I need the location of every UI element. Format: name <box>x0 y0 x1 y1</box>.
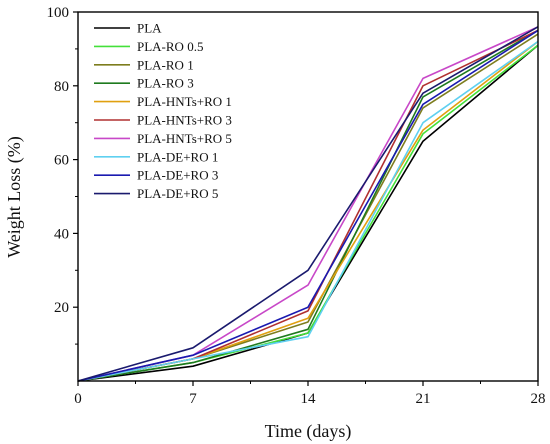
legend-label-9: PLA-DE+RO 3 <box>137 168 218 183</box>
x-tick-label: 7 <box>189 391 197 407</box>
x-tick-label: 0 <box>74 391 82 407</box>
series-line-8 <box>77 40 539 382</box>
plot-area <box>78 12 538 381</box>
x-tick-label: 14 <box>301 391 317 407</box>
legend-label-6: PLA-HNTs+RO 3 <box>137 113 232 128</box>
legend: PLA PLA-RO 0.5 PLA-RO 1 PLA-RO 3 PLA-HNTs+RO… <box>94 21 232 201</box>
axes-layer: 0 7 14 21 28 20 40 60 80 100 <box>47 5 546 407</box>
series-line-4 <box>77 29 539 382</box>
legend-label-4: PLA-RO 3 <box>137 76 194 91</box>
series-layer <box>77 26 539 382</box>
series-line-9 <box>77 29 539 382</box>
legend-label-10: PLA-DE+RO 5 <box>137 186 218 201</box>
legend-label-5: PLA-HNTs+RO 1 <box>137 94 232 109</box>
y-tick-label: 20 <box>54 300 69 316</box>
legend-label-7: PLA-HNTs+RO 5 <box>137 131 232 146</box>
x-tick-label: 28 <box>531 391 546 407</box>
legend-label-8: PLA-DE+RO 1 <box>137 149 218 164</box>
x-tick-label: 21 <box>416 391 431 407</box>
y-tick-label: 40 <box>54 226 69 242</box>
x-axis-title: Time (days) <box>265 421 352 442</box>
legend-label-3: PLA-RO 1 <box>137 57 194 72</box>
legend-label-1: PLA <box>137 21 162 36</box>
y-axis-title: Weight Loss (%) <box>4 136 25 258</box>
y-tick-label: 80 <box>54 79 69 95</box>
y-tick-label: 60 <box>54 153 69 169</box>
series-line-10 <box>77 26 539 382</box>
y-tick-label: 100 <box>47 5 70 21</box>
plot-background <box>78 12 538 381</box>
legend-label-2: PLA-RO 0.5 <box>137 39 203 54</box>
